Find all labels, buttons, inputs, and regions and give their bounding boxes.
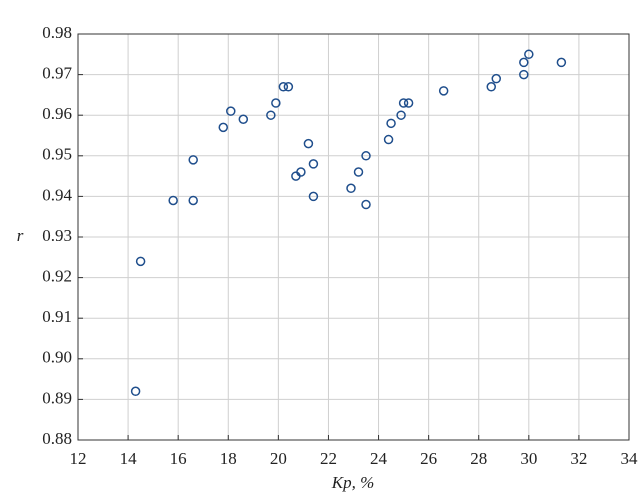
data-point [218,122,229,133]
data-point [278,82,289,92]
y-tick-label: 0.89 [42,388,72,407]
y-tick-label: 0.93 [42,226,72,245]
y-axis-label: r [17,226,24,245]
y-tick-label: 0.96 [42,104,72,123]
data-point [398,98,409,108]
x-tick-label: 32 [570,449,587,468]
x-tick-label: 34 [621,449,639,468]
data-point [283,82,294,92]
data-point [135,256,146,267]
y-tick-label: 0.95 [42,145,72,164]
x-tick-label: 18 [220,449,237,468]
x-tick-label: 26 [420,449,437,468]
x-tick-label: 22 [320,449,337,468]
y-tick-label: 0.90 [42,348,72,367]
data-point [346,183,356,194]
data-point [519,69,529,80]
data-point [361,151,371,161]
data-point [188,195,198,206]
data-point [308,159,319,169]
data-point [396,110,406,120]
y-tick-label: 0.97 [42,64,72,83]
data-point [308,191,319,202]
data-point [353,167,364,177]
data-point [524,49,534,60]
data-point [188,155,198,165]
y-tick-label: 0.98 [42,23,72,42]
data-point [486,82,496,92]
data-point [303,138,314,149]
x-axis-label: Kp, % [331,473,375,492]
data-point [296,167,306,177]
y-tick-label: 0.94 [42,185,72,204]
y-tick-label: 0.91 [42,307,72,326]
y-tick-label: 0.92 [42,267,72,286]
data-point [226,106,236,116]
data-point [361,199,371,210]
data-point [556,57,567,68]
data-point [438,86,449,96]
x-tick-label: 12 [70,449,87,468]
x-tick-label: 16 [170,449,187,468]
y-tick-label: 0.88 [42,429,72,448]
x-tick-label: 14 [120,449,138,468]
x-tick-label: 24 [370,449,388,468]
data-point [386,118,396,129]
x-tick-label: 28 [470,449,487,468]
x-tick-label: 20 [270,449,287,468]
data-point [266,110,276,120]
data-point [168,195,178,206]
data-point [238,114,249,125]
data-point [519,57,529,68]
data-point [403,98,414,108]
x-tick-label: 30 [520,449,537,468]
data-point [491,73,502,84]
data-point [130,386,141,397]
data-point [271,98,281,108]
data-point [383,134,394,145]
